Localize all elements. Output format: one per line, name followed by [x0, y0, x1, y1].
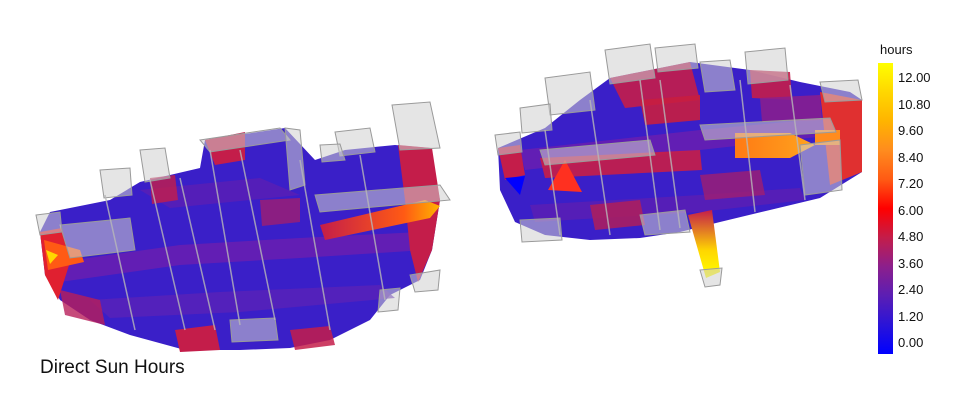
- legend-tick-label: 9.60: [898, 123, 924, 138]
- right-red-block-4: [760, 95, 822, 122]
- left-diagonal-5: [299, 159, 331, 331]
- right-diagonal-2: [659, 79, 681, 229]
- legend-tick-label: 0.00: [898, 335, 924, 350]
- left-massing-4: [99, 167, 133, 199]
- left-massing-9: [35, 211, 63, 236]
- right-red-tri: [548, 160, 582, 192]
- right-blue-west-tip: [505, 176, 525, 195]
- left-red-south-2: [290, 326, 335, 350]
- legend-tick-label: 10.80: [898, 96, 931, 112]
- left-diagonal-3: [149, 179, 186, 331]
- left-massing-11: [319, 143, 346, 163]
- left-massing-3: [139, 147, 171, 183]
- legend-tick-label: 3.60: [898, 255, 924, 271]
- right-diagonal-4: [739, 79, 756, 213]
- left-purple-band-1: [60, 232, 425, 282]
- legend-tick-label: 6.00: [898, 202, 924, 218]
- legend-tick-label: 4.80: [898, 229, 924, 244]
- left-purple-band-3: [140, 178, 300, 208]
- right-diagonal-1: [639, 79, 661, 231]
- right-building-cluster: [494, 43, 863, 288]
- right-massing-11: [799, 139, 843, 196]
- right-massing-5: [519, 103, 553, 134]
- right-red-block-2: [640, 95, 700, 125]
- left-red-south-1: [175, 325, 220, 352]
- left-building-cluster: [35, 101, 451, 352]
- left-diagonal-7: [359, 154, 386, 301]
- right-massing-1: [604, 43, 656, 85]
- left-diagonal-4: [179, 177, 216, 331]
- right-massing-8: [819, 79, 863, 103]
- legend-tick-label: 2.40: [898, 282, 924, 297]
- left-hot-streak: [320, 200, 440, 240]
- left-massing-10: [409, 269, 441, 293]
- right-yellow-spike: [688, 210, 720, 278]
- right-red-block-3: [700, 170, 765, 200]
- right-massing-2: [654, 43, 699, 73]
- right-massing-12: [699, 267, 723, 288]
- legend-tick-label: 7.20: [898, 176, 924, 191]
- legend-title: hours: [880, 42, 913, 57]
- right-massing-14: [519, 217, 563, 243]
- left-red-north-1: [150, 175, 178, 204]
- caption-title: Direct Sun Hours: [40, 357, 185, 378]
- left-purple-band-2: [90, 285, 395, 318]
- right-diagonal-6: [544, 129, 561, 236]
- right-massing-7: [699, 59, 736, 93]
- left-orange-west-hotspot: [44, 240, 84, 270]
- left-massing-6: [391, 101, 441, 151]
- left-red-south-3: [60, 290, 105, 325]
- right-diagonal-3: [589, 99, 611, 236]
- right-massing-4: [544, 71, 596, 116]
- right-orange-hotspot: [735, 133, 815, 158]
- legend-tick-label: 8.40: [898, 149, 924, 165]
- right-massing-6: [494, 131, 523, 156]
- right-massing-13: [639, 209, 691, 236]
- right-massing-3: [744, 47, 789, 85]
- left-diagonal-6: [104, 194, 136, 331]
- legend-colorbar: [878, 63, 893, 354]
- left-red-mid-1: [260, 198, 300, 226]
- left-massing-13: [377, 287, 401, 313]
- right-red-south: [590, 200, 645, 230]
- left-massing-12: [229, 317, 279, 343]
- left-yellow-west-spot: [46, 250, 58, 264]
- legend-tick-label: 1.20: [898, 308, 924, 324]
- right-massing-9: [699, 117, 837, 141]
- left-massing-7: [314, 184, 451, 213]
- right-diagonal-5: [789, 84, 806, 201]
- left-diagonal-2: [239, 149, 276, 321]
- left-diagonal-1: [209, 149, 241, 326]
- legend-tick-label: 12.00: [898, 70, 931, 85]
